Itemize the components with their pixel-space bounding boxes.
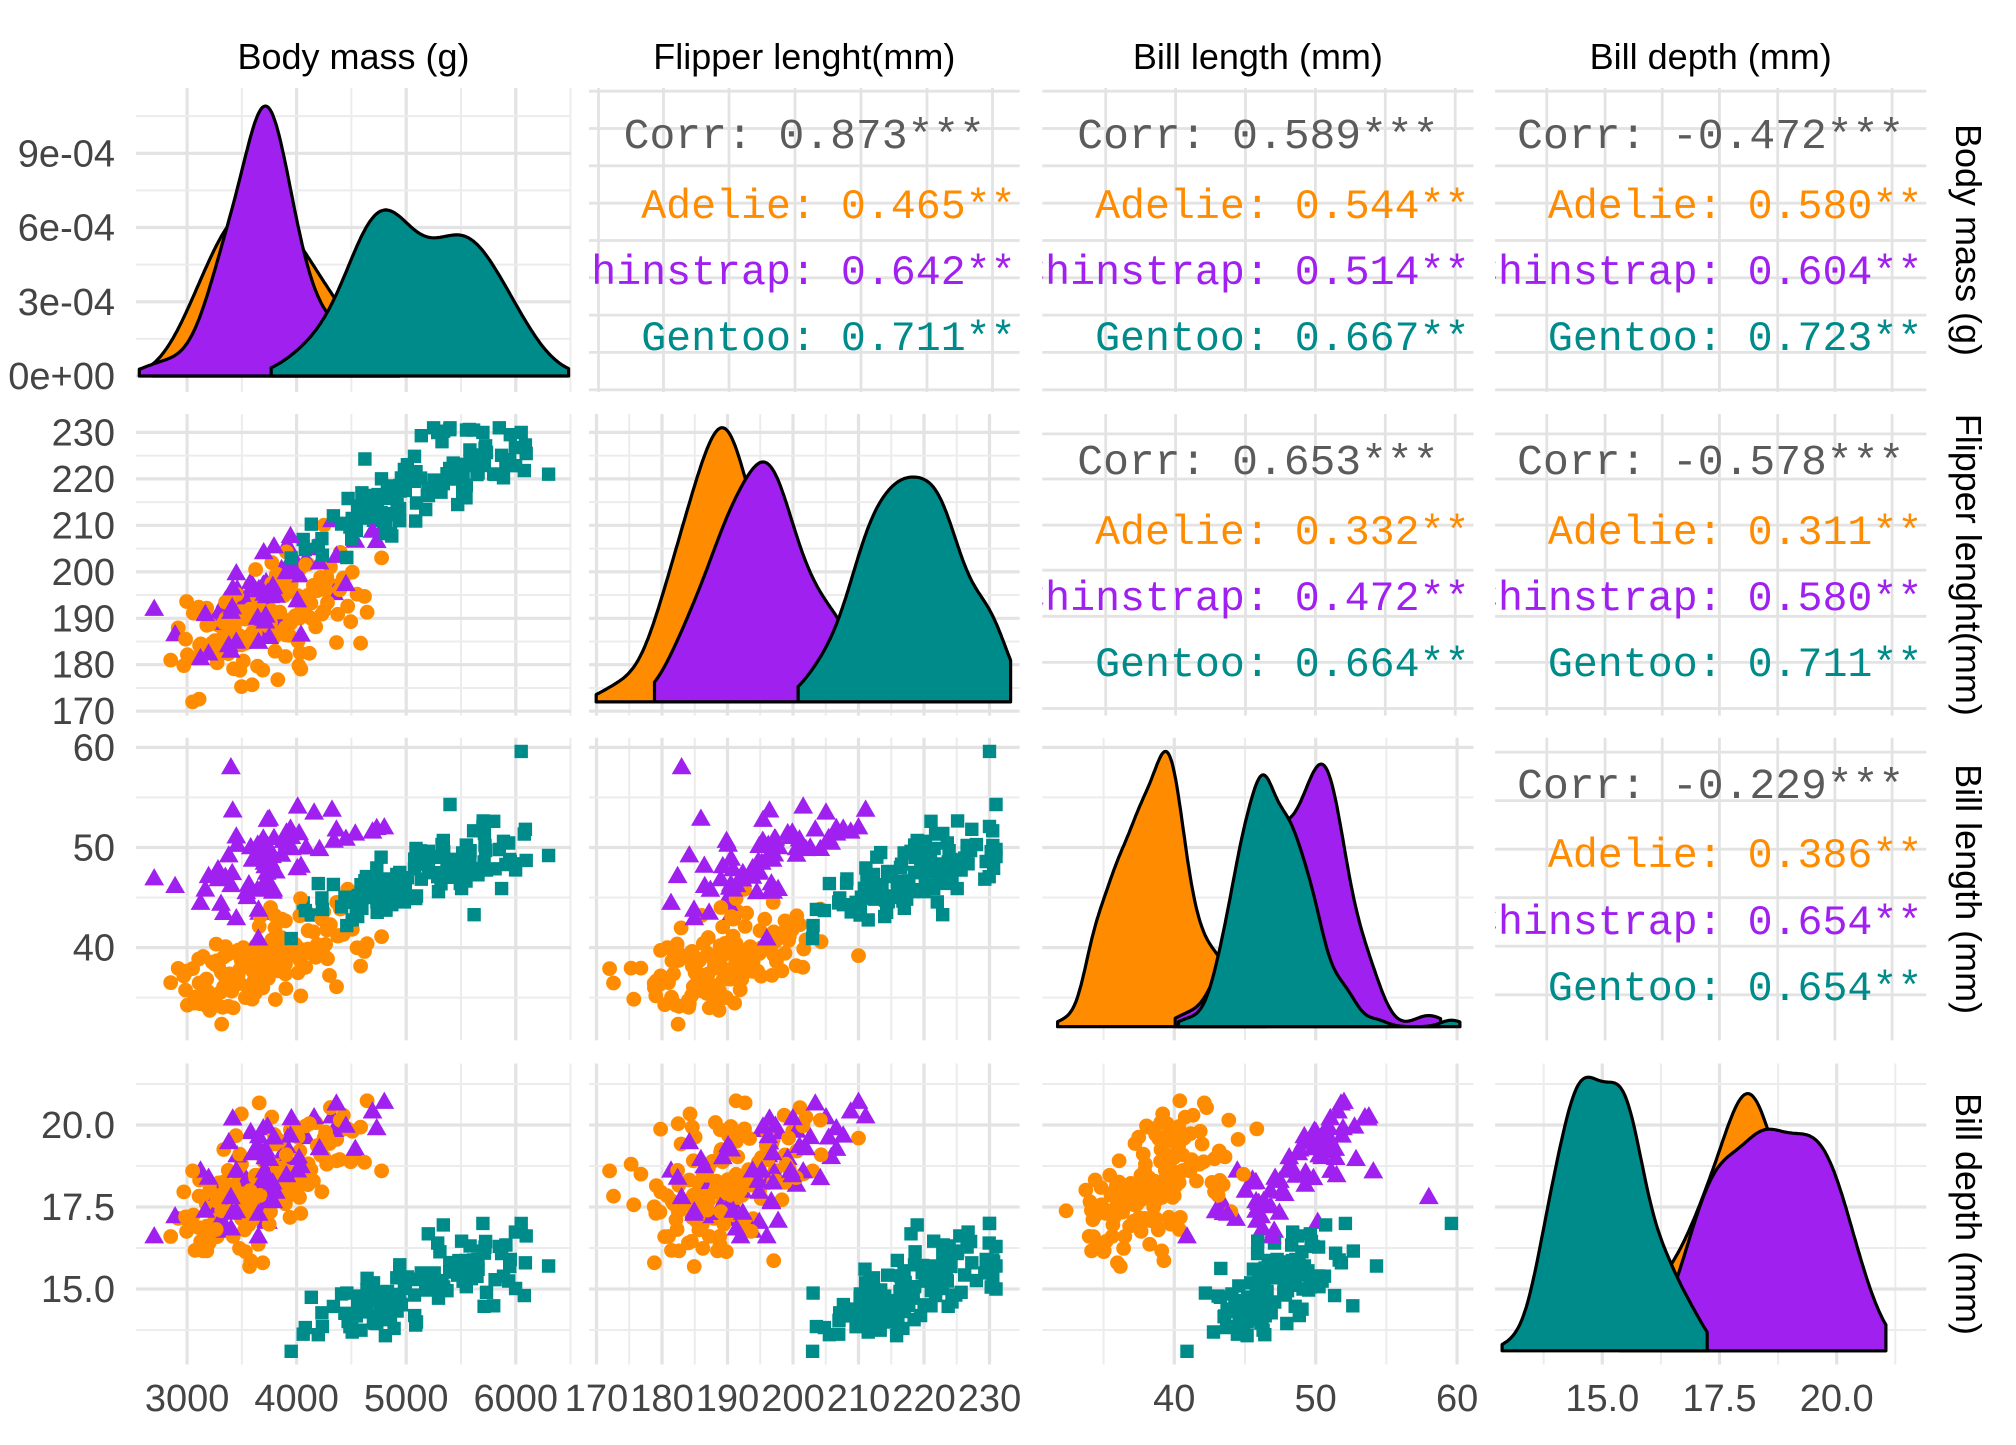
svg-text:Chinstrap: 0.654**: Chinstrap: 0.654** [1473,900,1922,947]
svg-text:230: 230 [52,412,115,454]
svg-text:Bill depth (mm): Bill depth (mm) [1590,36,1832,77]
svg-text:50: 50 [1295,1378,1337,1420]
svg-text:Adelie: 0.311**: Adelie: 0.311** [1548,510,1922,557]
svg-text:60: 60 [73,727,115,769]
svg-text:6e-04: 6e-04 [18,208,115,250]
svg-text:Body mass (g): Body mass (g) [237,36,469,77]
svg-text:180: 180 [630,1378,693,1420]
svg-text:Adelie: 0.332**: Adelie: 0.332** [1095,510,1469,557]
svg-text:17.5: 17.5 [1683,1378,1757,1420]
svg-text:Gentoo: 0.667**: Gentoo: 0.667** [1095,316,1469,363]
svg-text:Chinstrap: 0.472**: Chinstrap: 0.472** [1020,576,1469,623]
svg-text:60: 60 [1436,1378,1478,1420]
svg-text:220: 220 [892,1378,955,1420]
svg-text:Chinstrap: 0.642**: Chinstrap: 0.642** [566,250,1015,297]
svg-text:Bill length (mm): Bill length (mm) [1948,764,1989,1014]
svg-text:9e-04: 9e-04 [18,133,115,175]
svg-text:40: 40 [1153,1378,1195,1420]
svg-text:Adelie: 0.465**: Adelie: 0.465** [641,184,1015,231]
svg-text:20.0: 20.0 [41,1105,115,1147]
svg-text:210: 210 [52,505,115,547]
svg-text:3e-04: 3e-04 [18,282,115,324]
svg-text:Adelie: 0.580**: Adelie: 0.580** [1548,184,1922,231]
svg-text:Adelie: 0.544**: Adelie: 0.544** [1095,184,1469,231]
svg-text:170: 170 [52,691,115,733]
svg-text:15.0: 15.0 [41,1269,115,1311]
svg-text:20.0: 20.0 [1800,1378,1874,1420]
svg-text:3000: 3000 [145,1378,230,1420]
svg-text:180: 180 [52,645,115,687]
svg-text:Flipper lenght(mm): Flipper lenght(mm) [1948,414,1989,716]
svg-text:40: 40 [73,928,115,970]
svg-text:190: 190 [52,598,115,640]
svg-text:220: 220 [52,459,115,501]
svg-text:Gentoo: 0.723**: Gentoo: 0.723** [1548,316,1922,363]
svg-text:Corr: -0.472***: Corr: -0.472*** [1517,112,1904,161]
svg-text:210: 210 [827,1378,890,1420]
svg-text:Corr: 0.589***: Corr: 0.589*** [1077,112,1438,161]
svg-text:Gentoo: 0.664**: Gentoo: 0.664** [1095,642,1469,689]
svg-text:Corr: 0.873***: Corr: 0.873*** [624,112,985,161]
svg-text:Flipper lenght(mm): Flipper lenght(mm) [653,36,955,77]
svg-text:Body mass (g): Body mass (g) [1948,124,1989,356]
svg-text:50: 50 [73,828,115,870]
svg-text:190: 190 [696,1378,759,1420]
svg-text:Gentoo: 0.711**: Gentoo: 0.711** [641,316,1015,363]
svg-text:Gentoo: 0.654**: Gentoo: 0.654** [1548,966,1922,1013]
svg-text:170: 170 [565,1378,628,1420]
svg-text:5000: 5000 [364,1378,449,1420]
svg-text:17.5: 17.5 [41,1187,115,1229]
svg-text:4000: 4000 [254,1378,339,1420]
svg-text:Bill depth (mm): Bill depth (mm) [1948,1093,1989,1335]
svg-text:Chinstrap: 0.514**: Chinstrap: 0.514** [1020,250,1469,297]
svg-text:Corr: -0.578***: Corr: -0.578*** [1517,438,1904,487]
svg-text:Chinstrap: 0.604**: Chinstrap: 0.604** [1473,250,1922,297]
svg-text:200: 200 [52,552,115,594]
svg-text:230: 230 [958,1378,1021,1420]
svg-text:Chinstrap: 0.580**: Chinstrap: 0.580** [1473,576,1922,623]
svg-text:Corr: 0.653***: Corr: 0.653*** [1077,438,1438,487]
svg-text:6000: 6000 [474,1378,559,1420]
svg-text:15.0: 15.0 [1565,1378,1639,1420]
svg-text:Gentoo: 0.711**: Gentoo: 0.711** [1548,642,1922,689]
svg-text:0e+00: 0e+00 [8,356,115,398]
svg-text:Corr: -0.229***: Corr: -0.229*** [1517,762,1904,811]
svg-text:Adelie: 0.386**: Adelie: 0.386** [1548,833,1922,880]
svg-text:200: 200 [761,1378,824,1420]
svg-text:Bill length (mm): Bill length (mm) [1133,36,1383,77]
